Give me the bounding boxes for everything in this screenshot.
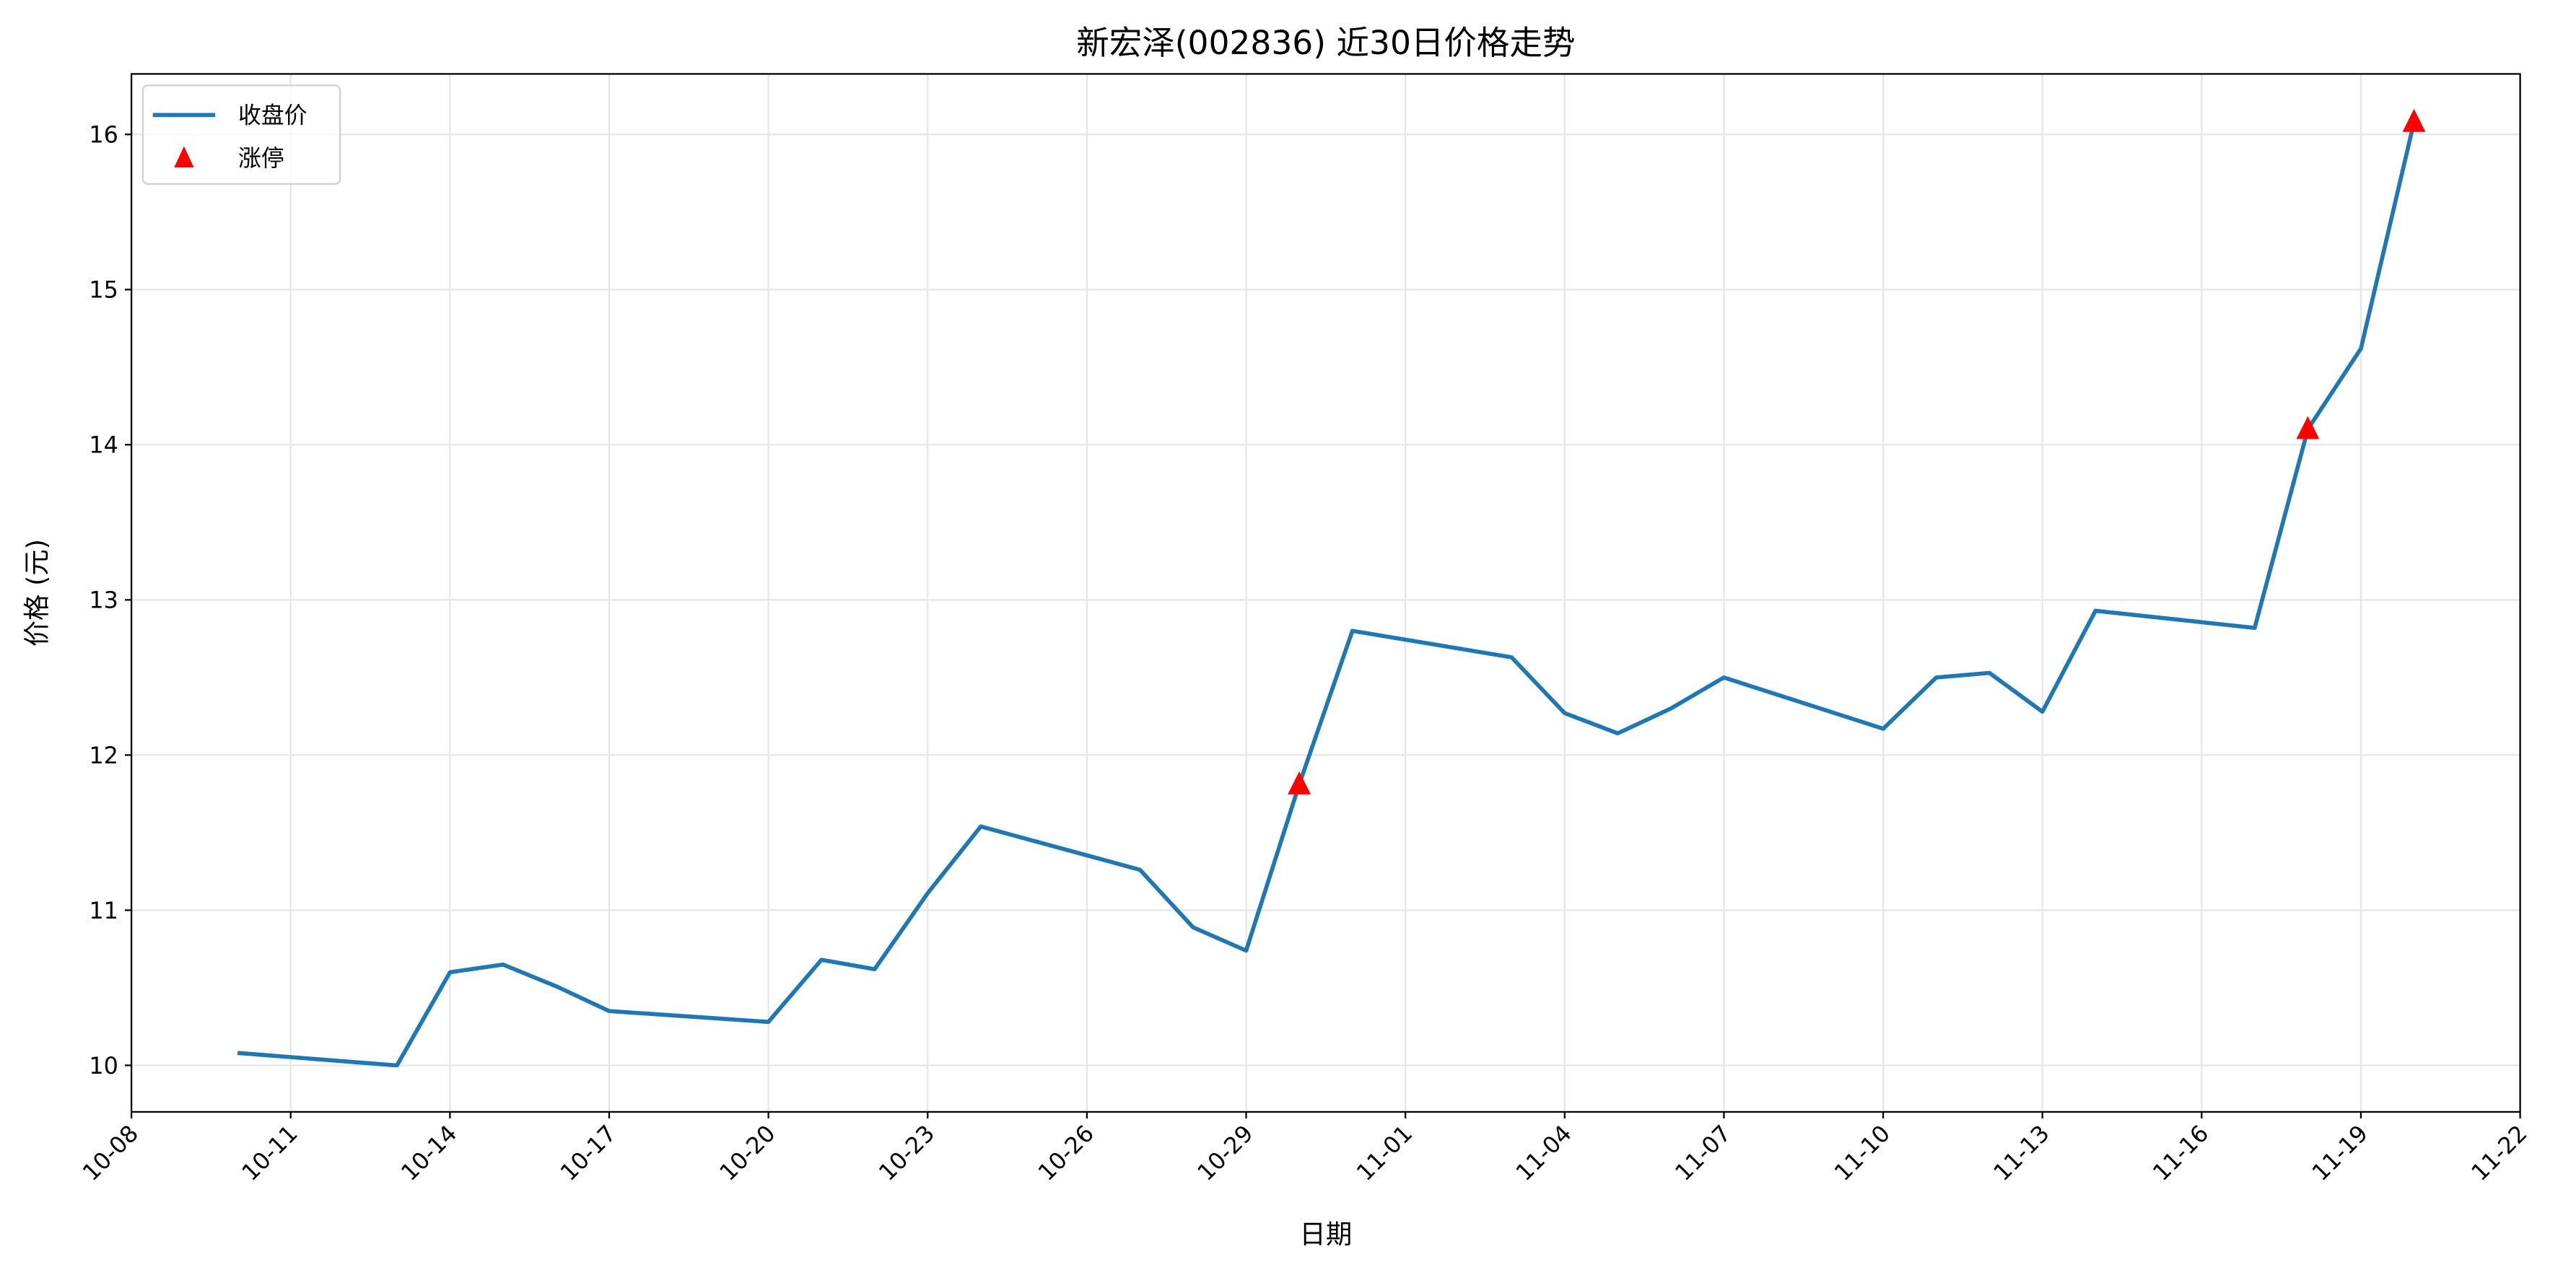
axes-frame — [130, 73, 2521, 1113]
close-price-line — [237, 121, 2416, 1068]
chart-title: 新宏泽(002836) 近30日价格走势 — [1076, 24, 1575, 62]
legend: 收盘价 涨停 — [141, 84, 341, 185]
series-layer — [237, 108, 2426, 1068]
legend-triangle-swatch — [174, 146, 194, 168]
legend-label-limit-up: 涨停 — [238, 144, 284, 172]
x-axis-label: 日期 — [1299, 1219, 1352, 1250]
y-tick-label: 14 — [89, 431, 118, 459]
limit-up-marker — [2296, 416, 2320, 439]
y-tick-label: 13 — [89, 587, 118, 614]
y-tick-label: 12 — [89, 742, 118, 769]
y-tick-label: 11 — [89, 897, 118, 924]
y-tick-label: 10 — [89, 1052, 118, 1079]
legend-label-close: 收盘价 — [238, 102, 307, 129]
y-tick-label: 15 — [89, 276, 118, 304]
legend-box — [141, 84, 341, 185]
limit-up-marker — [1288, 771, 1311, 794]
y-tick-label: 16 — [89, 121, 118, 149]
limit-up-marker — [2402, 108, 2426, 132]
y-axis-label: 价格 (元) — [22, 539, 53, 647]
